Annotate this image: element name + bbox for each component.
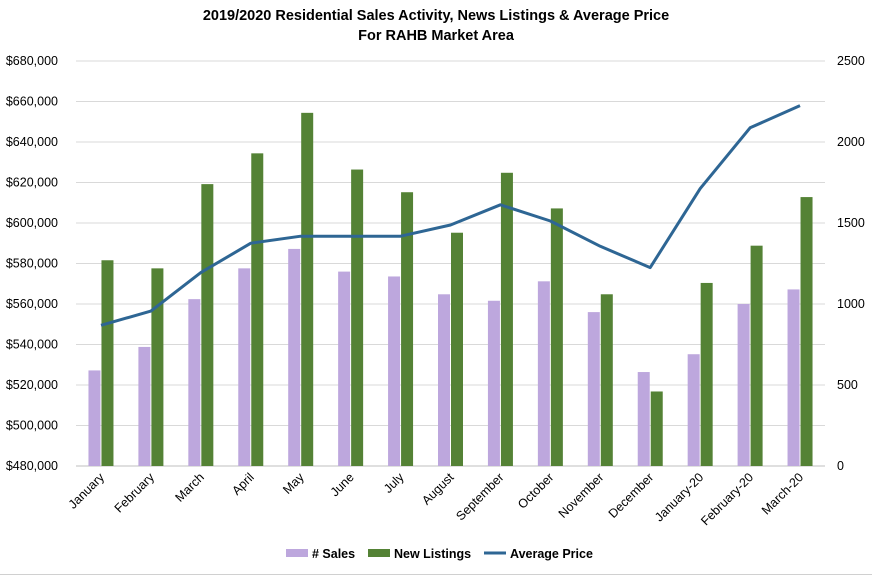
y-left-tick-label: $540,000 [6,338,58,352]
bar-sales [587,312,600,466]
y-left-tick-label: $560,000 [6,297,58,311]
legend-swatch [286,549,308,557]
bar-sales [537,281,550,466]
bar-new-listings [401,192,414,466]
y-left-tick-label: $480,000 [6,459,58,473]
bar-new-listings [351,169,364,467]
y-right-tick-label: 500 [837,378,858,392]
bar-sales [338,271,351,466]
legend-label: New Listings [394,547,471,561]
chart-subtitle: For RAHB Market Area [358,28,514,44]
legend-label: # Sales [312,547,355,561]
bar-new-listings [251,153,264,466]
x-tick-label: January [66,470,108,512]
y-right-tick-label: 1500 [837,216,865,230]
x-tick-label: June [328,470,357,499]
y-left-tick-label: $640,000 [6,135,58,149]
bar-sales [487,300,500,466]
bar-sales [737,304,750,466]
bar-new-listings [500,172,513,466]
bar-new-listings [101,260,114,466]
x-tick-label: May [280,470,307,497]
chart-title: 2019/2020 Residential Sales Activity, Ne… [202,8,670,24]
x-tick-label: November [556,470,607,521]
x-tick-label: September [453,470,506,523]
bar-sales [288,248,301,466]
line-average-price [100,104,801,327]
bottom-divider [0,574,872,575]
bar-new-listings [600,294,613,466]
bar-new-listings [750,245,763,466]
bar-new-listings [650,391,663,466]
x-tick-label: March [172,470,206,504]
bar-new-listings [151,268,164,466]
bar-sales [88,370,101,466]
x-tick-label: February [112,470,158,516]
legend-label: Average Price [510,547,593,561]
bar-new-listings [301,112,314,466]
y-left-tick-label: $600,000 [6,216,58,230]
bar-new-listings [700,282,713,466]
bar-sales [637,372,650,466]
bar-sales [138,346,151,466]
bar-new-listings [201,184,214,466]
x-tick-label: August [419,470,457,508]
bar-new-listings [550,208,563,467]
y-left-tick-label: $660,000 [6,95,58,109]
x-tick-label: March-20 [759,470,806,517]
bar-sales [238,268,251,466]
bar-new-listings [451,232,463,466]
y-right-tick-label: 2500 [837,54,865,68]
y-left-tick-label: $580,000 [6,257,58,271]
y-left-tick-label: $620,000 [6,176,58,190]
x-tick-label: February-20 [698,470,756,528]
legend-swatch [368,549,390,557]
x-tick-label: July [381,470,407,496]
y-right-tick-label: 2000 [837,135,865,149]
y-left-tick-label: $680,000 [6,54,58,68]
x-tick-label: December [606,470,657,521]
x-tick-label: April [229,470,257,498]
x-tick-label: October [515,470,556,511]
bar-sales [787,289,800,466]
y-right-tick-label: 1000 [837,297,865,311]
bar-sales [687,354,700,466]
bar-sales [188,299,201,466]
y-right-tick-label: 0 [837,459,844,473]
bar-sales [438,294,450,466]
y-left-tick-label: $520,000 [6,378,58,392]
x-tick-label: January-20 [652,470,706,524]
y-left-tick-label: $500,000 [6,419,58,433]
bar-sales [388,276,401,466]
bar-new-listings [800,197,813,466]
